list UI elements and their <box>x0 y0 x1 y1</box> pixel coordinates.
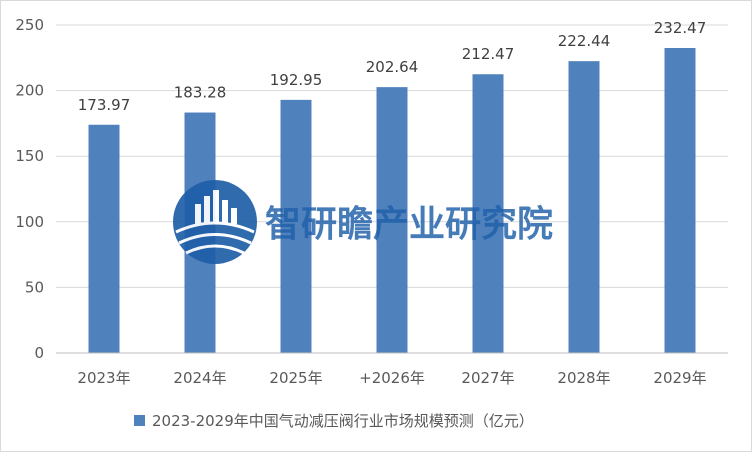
y-axis-ticks: 0 50 100 150 200 250 <box>15 16 44 362</box>
data-label-6: 232.47 <box>654 19 707 37</box>
x-axis-ticks: 2023年 2024年 2025年 +2026年 2027年 2028年 2029年 <box>77 369 706 387</box>
data-label-2: 192.95 <box>270 71 323 89</box>
y-tick-label-3: 150 <box>15 147 44 165</box>
y-tick-label-4: 200 <box>15 82 44 100</box>
bar-0 <box>88 124 120 353</box>
bar-2 <box>280 99 312 353</box>
x-tick-label-2: 2025年 <box>269 369 322 387</box>
bar-6 <box>664 47 696 353</box>
y-tick-label-0: 0 <box>34 344 44 362</box>
bars <box>88 47 696 354</box>
legend: 2023-2029年中国气动减压阀行业市场规模预测（亿元） <box>134 412 534 430</box>
y-tick-label-1: 50 <box>25 278 44 296</box>
city-globe-logo-icon <box>173 180 257 264</box>
bar-5 <box>568 61 600 353</box>
data-label-5: 222.44 <box>558 32 611 50</box>
data-label-0: 173.97 <box>78 96 131 114</box>
y-tick-label-2: 100 <box>15 213 44 231</box>
data-label-3: 202.64 <box>366 58 419 76</box>
x-tick-label-6: 2029年 <box>653 369 706 387</box>
x-tick-label-1: 2024年 <box>173 369 226 387</box>
y-tick-label-5: 250 <box>15 16 44 34</box>
bar-3 <box>376 87 408 353</box>
x-tick-label-3: +2026年 <box>359 369 425 387</box>
legend-label: 2023-2029年中国气动减压阀行业市场规模预测（亿元） <box>152 412 534 430</box>
watermark: 智研瞻产业研究院 <box>173 180 553 264</box>
data-label-4: 212.47 <box>462 45 515 63</box>
x-tick-label-4: 2027年 <box>461 369 514 387</box>
data-label-1: 183.28 <box>174 84 227 102</box>
legend-swatch <box>134 415 145 426</box>
watermark-text: 智研瞻产业研究院 <box>265 204 553 245</box>
x-tick-label-0: 2023年 <box>77 369 130 387</box>
x-tick-label-5: 2028年 <box>557 369 610 387</box>
bar-4 <box>472 74 504 354</box>
data-labels: 173.97 183.28 192.95 202.64 212.47 222.44 232.… <box>78 19 707 114</box>
